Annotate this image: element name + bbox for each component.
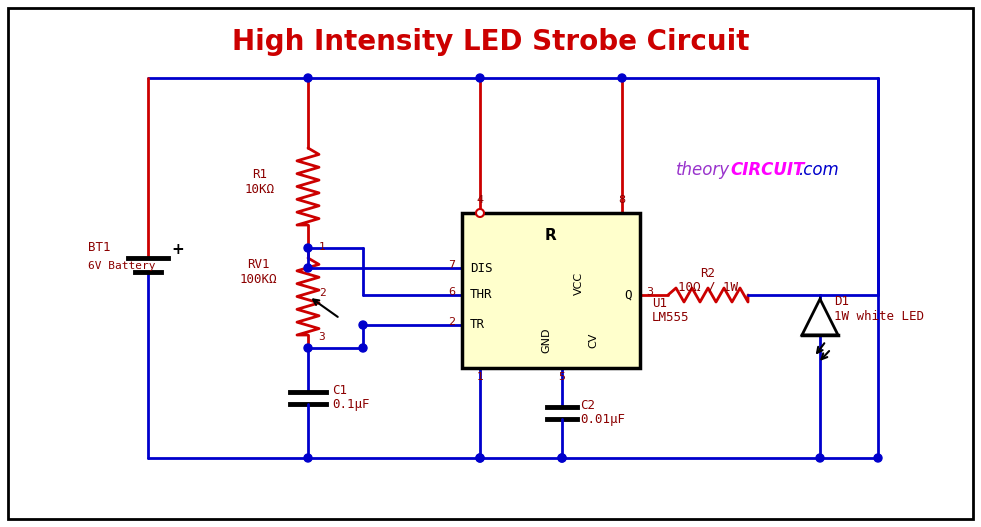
Text: 10KΩ: 10KΩ [245,183,275,196]
Text: Q: Q [625,288,632,301]
Text: DIS: DIS [470,261,492,275]
Text: theory: theory [676,161,730,179]
Text: TR: TR [470,318,485,331]
Circle shape [476,74,484,82]
Text: VCC: VCC [574,271,584,295]
Circle shape [874,454,882,462]
Circle shape [359,344,367,352]
Text: 2: 2 [319,288,326,298]
Text: 1: 1 [319,242,326,252]
Text: 3: 3 [319,332,326,342]
Text: C2: C2 [580,399,595,412]
Circle shape [558,454,566,462]
Text: +: + [171,242,183,258]
Text: 6: 6 [448,287,455,297]
Text: D1: D1 [834,295,849,308]
Circle shape [304,74,312,82]
Circle shape [304,454,312,462]
Text: 0.1μF: 0.1μF [332,398,370,411]
Text: R2: R2 [700,267,715,280]
Text: 7: 7 [448,260,455,270]
Text: R: R [545,228,557,242]
Text: U1: U1 [652,297,667,310]
Text: 8: 8 [618,195,626,205]
Circle shape [304,244,312,252]
Text: 6V Battery: 6V Battery [88,261,156,271]
Circle shape [476,454,484,462]
Text: 1: 1 [477,372,484,382]
Circle shape [618,74,626,82]
Text: 0.01μF: 0.01μF [580,413,625,426]
Text: BT1: BT1 [88,241,111,254]
Circle shape [359,321,367,329]
Text: LM555: LM555 [652,311,690,324]
Text: THR: THR [470,288,492,301]
Text: CV: CV [588,333,598,348]
Text: 3: 3 [646,287,653,297]
Text: 1W white LED: 1W white LED [834,310,924,323]
Circle shape [304,264,312,272]
Text: High Intensity LED Strobe Circuit: High Intensity LED Strobe Circuit [232,28,749,56]
Text: 4: 4 [477,195,484,205]
Text: C1: C1 [332,384,347,397]
Circle shape [476,209,484,217]
Circle shape [558,454,566,462]
Text: 100KΩ: 100KΩ [239,273,277,286]
Text: .com: .com [798,161,839,179]
Text: RV1: RV1 [247,258,269,271]
Text: 10Ω / 1W: 10Ω / 1W [678,280,738,293]
Text: 2: 2 [448,317,455,327]
Circle shape [816,454,824,462]
FancyBboxPatch shape [462,213,640,368]
Text: CIRCUIT: CIRCUIT [730,161,804,179]
Text: 5: 5 [558,372,565,382]
Circle shape [304,344,312,352]
Circle shape [476,454,484,462]
Text: GND: GND [541,327,551,353]
Text: R1: R1 [252,168,268,181]
